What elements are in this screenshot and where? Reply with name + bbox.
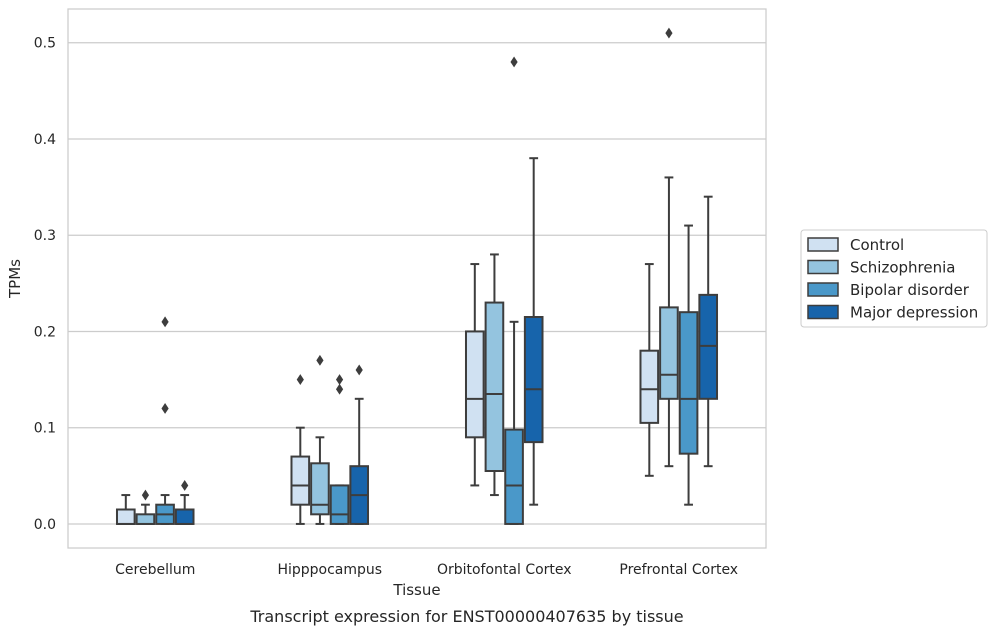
x-tick-label: Cerebellum (115, 562, 195, 578)
box-iqr (115, 508, 136, 525)
box-iqr (310, 462, 330, 516)
box-major-depression (523, 157, 544, 506)
box-schizophrenia (484, 253, 505, 497)
box-iqr (523, 316, 544, 444)
legend-label: Major depression (850, 304, 978, 322)
y-tick-label: 0.1 (34, 421, 56, 437)
box-major-depression (174, 480, 195, 525)
x-tick-label: Orbitofontal Cortex (437, 562, 572, 578)
x-axis-label: Tissue (392, 581, 440, 599)
legend-frame (800, 229, 988, 328)
outlier-point (296, 374, 304, 385)
box-iqr (639, 349, 660, 424)
legend-label: Schizophrenia (850, 259, 955, 277)
y-tick-label: 0.3 (34, 228, 56, 244)
box-iqr (135, 513, 156, 525)
legend-label: Bipolar disorder (850, 281, 970, 299)
outlier-point (665, 27, 673, 39)
x-tick-label: Prefrontal Cortex (619, 562, 738, 578)
y-tick-label: 0.5 (34, 36, 56, 52)
box-control (115, 494, 136, 525)
box-iqr (290, 455, 311, 506)
box-bipolar-disorder (678, 224, 699, 506)
x-axis-ticks: Cerebellum Hipppocampus Orbitofontal Corte… (115, 562, 738, 578)
box-iqr (464, 330, 485, 439)
outlier-point (141, 489, 150, 501)
box-major-depression (349, 364, 370, 525)
chart-caption: Transcript expression for ENST0000040763… (249, 607, 683, 626)
outlier-point (335, 383, 344, 395)
outlier-point (355, 364, 363, 376)
box-groups (115, 27, 719, 525)
box-iqr (484, 301, 505, 472)
legend-swatch (807, 304, 839, 320)
y-tick-label: 0.0 (34, 517, 56, 533)
box-control (290, 374, 311, 525)
grid-lines (68, 42, 766, 525)
box-iqr (659, 306, 679, 400)
outlier-point (181, 480, 189, 491)
y-axis-label: TPMs (6, 259, 24, 299)
box-bipolar-disorder (155, 316, 175, 525)
outlier-point (316, 354, 324, 366)
box-iqr (174, 508, 195, 525)
box-schizophrenia (310, 354, 330, 525)
outlier-point (161, 403, 169, 414)
box-control (464, 263, 485, 487)
legend-label: Control (850, 236, 904, 254)
outlier-point (161, 316, 169, 328)
plot-frame (67, 8, 767, 549)
x-tick-label: Hipppocampus (277, 562, 382, 578)
box-bipolar-disorder (329, 374, 350, 525)
y-tick-label: 0.4 (34, 132, 56, 148)
outlier-point (510, 56, 518, 68)
y-axis-ticks: 0.0 0.1 0.2 0.3 0.4 0.5 (34, 36, 56, 533)
box-major-depression (698, 195, 719, 468)
box-schizophrenia (135, 489, 156, 525)
box-iqr (329, 484, 350, 525)
legend-swatch (807, 259, 839, 275)
box-schizophrenia (659, 27, 679, 468)
box-bipolar-disorder (504, 56, 524, 525)
legend-swatch (807, 237, 839, 252)
box-control (639, 263, 660, 477)
box-iqr (504, 428, 524, 525)
y-tick-label: 0.2 (34, 324, 56, 340)
outlier-point (335, 374, 344, 385)
legend-swatch (807, 282, 839, 297)
legend: Control Schizophrenia Bipolar disorder Majo… (800, 229, 988, 328)
box-iqr (678, 311, 699, 455)
